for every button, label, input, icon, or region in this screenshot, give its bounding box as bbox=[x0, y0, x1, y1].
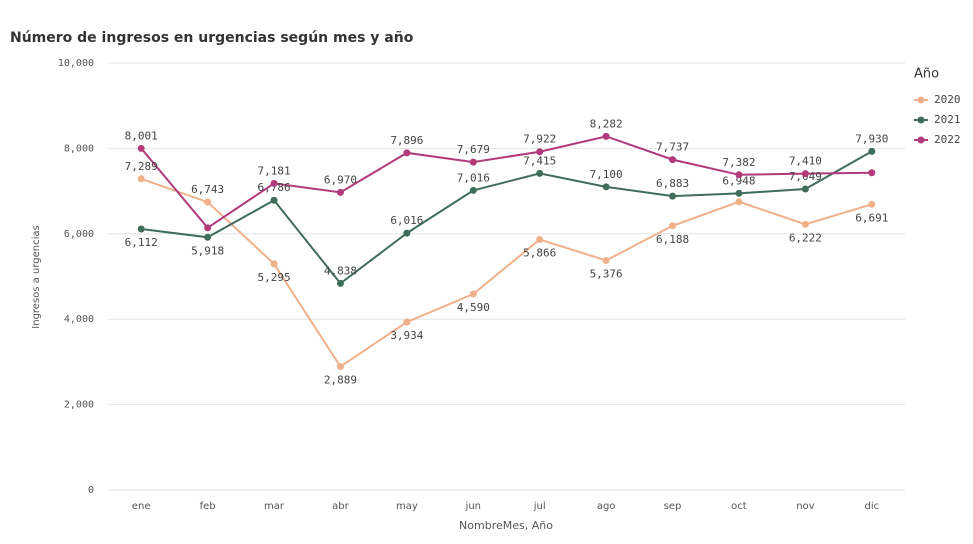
x-tick-label: ago bbox=[597, 501, 616, 512]
x-tick-label: sep bbox=[664, 501, 682, 512]
data-label: 7,896 bbox=[390, 134, 423, 147]
data-point bbox=[336, 279, 344, 287]
data-point bbox=[536, 148, 544, 156]
data-point bbox=[403, 318, 411, 326]
data-label: 7,415 bbox=[523, 154, 556, 167]
x-tick-label: mar bbox=[264, 501, 285, 512]
legend-label: 2022 bbox=[934, 133, 961, 146]
y-tick-label: 6,000 bbox=[64, 229, 94, 240]
data-label: 5,866 bbox=[523, 247, 556, 260]
data-point bbox=[602, 183, 610, 191]
data-point bbox=[801, 185, 809, 193]
data-label: 7,181 bbox=[257, 164, 290, 177]
data-point bbox=[669, 156, 677, 164]
data-point bbox=[270, 179, 278, 187]
data-point bbox=[137, 144, 145, 152]
data-label: 7,289 bbox=[125, 160, 158, 173]
data-label: 3,934 bbox=[390, 329, 423, 342]
data-point bbox=[801, 220, 809, 228]
data-point bbox=[536, 236, 544, 244]
data-label: 6,691 bbox=[855, 211, 888, 224]
y-axis-label: Ingresos a urgencias bbox=[31, 225, 42, 328]
data-label: 6,188 bbox=[656, 233, 689, 246]
y-tick-label: 0 bbox=[88, 485, 94, 496]
data-label: 2,889 bbox=[324, 374, 357, 387]
data-label: 8,001 bbox=[125, 129, 158, 142]
y-tick-label: 8,000 bbox=[64, 143, 94, 154]
data-point bbox=[868, 169, 876, 177]
data-label: 6,743 bbox=[191, 183, 224, 196]
data-point bbox=[336, 363, 344, 371]
data-label: 7,679 bbox=[457, 143, 490, 156]
data-label: 7,410 bbox=[789, 155, 822, 168]
y-tick-label: 2,000 bbox=[64, 400, 94, 411]
data-label: 7,382 bbox=[722, 156, 755, 169]
data-label: 6,970 bbox=[324, 173, 357, 186]
data-point bbox=[204, 224, 212, 232]
data-label: 5,918 bbox=[191, 244, 224, 257]
chart-title: Número de ingresos en urgencias según me… bbox=[10, 30, 414, 46]
data-point bbox=[137, 225, 145, 233]
data-point bbox=[602, 256, 610, 264]
data-label: 6,786 bbox=[257, 181, 290, 194]
x-tick-label: ene bbox=[132, 501, 151, 512]
data-label: 7,100 bbox=[590, 168, 623, 181]
x-tick-label: jul bbox=[533, 501, 546, 512]
x-tick-label: abr bbox=[332, 501, 349, 512]
data-label: 6,222 bbox=[789, 231, 822, 244]
y-tick-label: 4,000 bbox=[64, 314, 94, 325]
data-point bbox=[270, 196, 278, 204]
y-tick-label: 10,000 bbox=[58, 58, 94, 69]
data-point bbox=[137, 175, 145, 183]
x-tick-label: dic bbox=[864, 501, 879, 512]
data-label: 4,838 bbox=[324, 264, 357, 277]
data-label: 5,376 bbox=[590, 267, 623, 280]
data-point bbox=[735, 189, 743, 197]
data-point bbox=[403, 229, 411, 237]
data-label: 7,016 bbox=[457, 171, 490, 184]
data-point bbox=[735, 171, 743, 179]
x-tick-label: oct bbox=[731, 501, 747, 512]
data-label: 8,282 bbox=[590, 117, 623, 130]
data-point bbox=[270, 260, 278, 268]
data-point bbox=[669, 222, 677, 230]
legend-title: Año bbox=[914, 67, 939, 82]
data-point bbox=[669, 192, 677, 200]
data-point bbox=[469, 290, 477, 298]
legend-label: 2020 bbox=[934, 93, 961, 106]
data-point bbox=[801, 170, 809, 178]
x-tick-label: nov bbox=[796, 501, 814, 512]
data-label: 7,737 bbox=[656, 141, 689, 154]
data-point bbox=[204, 198, 212, 206]
series-line bbox=[141, 150, 873, 285]
series-line bbox=[140, 135, 872, 230]
data-point bbox=[868, 147, 876, 155]
data-point bbox=[469, 158, 477, 166]
data-point bbox=[469, 186, 477, 194]
data-label: 5,295 bbox=[257, 271, 290, 284]
data-point bbox=[336, 188, 344, 196]
data-point bbox=[735, 198, 743, 206]
data-point bbox=[204, 233, 212, 241]
data-label: 6,016 bbox=[390, 214, 423, 227]
data-label: 6,948 bbox=[722, 174, 755, 187]
data-point bbox=[868, 200, 876, 208]
x-tick-label: feb bbox=[200, 501, 216, 512]
data-label: 4,590 bbox=[457, 301, 490, 314]
legend-label: 2021 bbox=[934, 113, 961, 126]
data-label: 6,883 bbox=[656, 177, 689, 190]
data-point bbox=[536, 169, 544, 177]
data-label: 6,112 bbox=[125, 236, 158, 249]
data-point bbox=[602, 132, 610, 140]
x-axis-label: NombreMes, Año bbox=[459, 519, 553, 532]
data-label: 7,930 bbox=[855, 132, 888, 145]
x-tick-label: jun bbox=[465, 501, 481, 512]
series-line bbox=[140, 177, 873, 369]
data-point bbox=[403, 149, 411, 157]
x-tick-label: may bbox=[396, 501, 418, 512]
data-label: 7,922 bbox=[523, 133, 556, 146]
